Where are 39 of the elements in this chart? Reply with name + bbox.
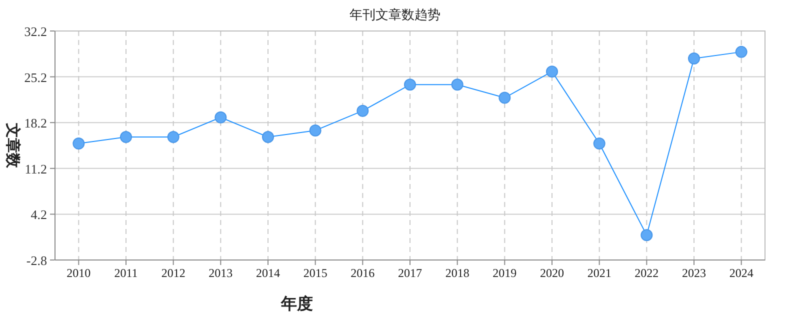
x-tick-label: 2021 <box>587 266 612 280</box>
x-tick-label: 2015 <box>303 266 328 280</box>
point <box>735 46 748 58</box>
point <box>72 138 85 150</box>
x-tick-label: 2016 <box>350 266 375 280</box>
y-tick-label: 32.2 <box>24 24 47 39</box>
point <box>167 130 180 143</box>
point <box>214 111 227 124</box>
x-tick-label: 2022 <box>634 266 659 280</box>
chart-title: 年刊文章数趋势 <box>350 8 440 23</box>
x-tick-label: 2024 <box>729 266 754 280</box>
x-tick-label: 2014 <box>256 266 280 280</box>
x-tick-label: 2013 <box>208 266 233 280</box>
point <box>593 138 606 150</box>
point <box>451 78 464 91</box>
point <box>546 66 558 78</box>
y-tick-label: -2.8 <box>26 253 47 268</box>
y-tick-label: 11.2 <box>24 161 47 176</box>
y-tick-label: 25.2 <box>24 70 47 85</box>
x-tick-label: 2019 <box>492 266 517 280</box>
point <box>309 124 322 136</box>
point <box>120 130 132 143</box>
y-tick-label: 4.2 <box>30 207 47 222</box>
x-tick-label: 2018 <box>445 266 470 280</box>
point <box>498 92 511 104</box>
point <box>688 52 700 64</box>
x-tick-label: 2012 <box>161 266 186 280</box>
y-axis-title: 文章数 <box>4 122 22 169</box>
x-tick-label: 2011 <box>114 266 138 280</box>
x-tick-label: 2020 <box>540 266 564 280</box>
x-tick-label: 2017 <box>398 266 422 280</box>
x-tick-label: 2023 <box>682 266 706 280</box>
point <box>640 229 653 242</box>
point <box>404 78 416 91</box>
x-axis-title: 年度 <box>280 294 313 313</box>
x-tick-label: 2010 <box>66 266 91 280</box>
y-tick-label: 18.2 <box>24 116 47 131</box>
point <box>356 104 369 117</box>
point <box>262 130 274 143</box>
